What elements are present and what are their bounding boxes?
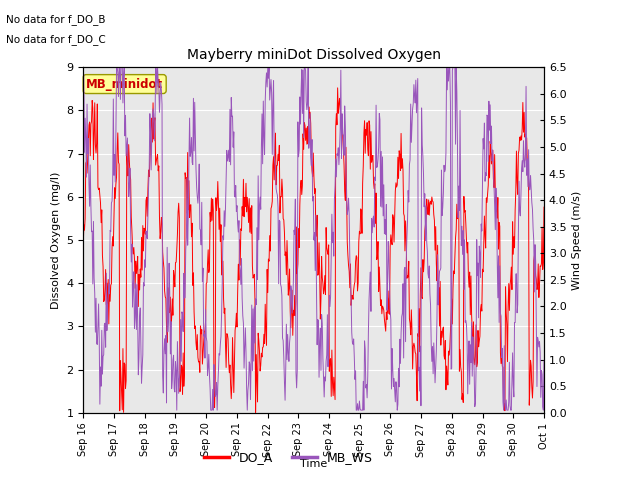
Title: Mayberry miniDot Dissolved Oxygen: Mayberry miniDot Dissolved Oxygen: [187, 48, 440, 62]
Text: MB_minidot: MB_minidot: [86, 78, 163, 91]
Text: No data for f_DO_C: No data for f_DO_C: [6, 34, 106, 45]
Text: No data for f_DO_B: No data for f_DO_B: [6, 14, 106, 25]
X-axis label: Time: Time: [300, 459, 327, 469]
Y-axis label: Wind Speed (m/s): Wind Speed (m/s): [572, 191, 582, 289]
Legend: DO_A, MB_WS: DO_A, MB_WS: [198, 446, 378, 469]
Y-axis label: Dissolved Oxygen (mg/l): Dissolved Oxygen (mg/l): [51, 171, 61, 309]
